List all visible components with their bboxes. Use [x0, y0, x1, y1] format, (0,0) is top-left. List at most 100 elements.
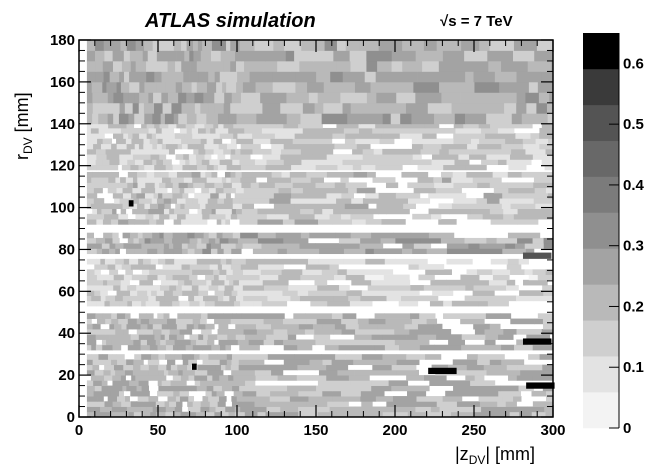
heatmap-cell: [465, 375, 476, 381]
heatmap-cell: [489, 390, 499, 397]
heatmap-cell: [451, 177, 474, 183]
heatmap-cell: [211, 40, 220, 51]
heatmap-cell: [113, 113, 120, 125]
heatmap-cell: [107, 385, 114, 392]
heatmap-cell: [183, 269, 193, 275]
heatmap-cell: [418, 264, 445, 270]
heatmap-cell: [498, 92, 517, 104]
heatmap-cell: [226, 269, 234, 275]
heatmap-cell: [388, 380, 409, 386]
heatmap-cell: [513, 40, 538, 51]
heatmap-cell: [213, 385, 223, 392]
heatmap-cell: [118, 213, 129, 220]
heatmap-cell: [482, 295, 492, 302]
heatmap-cell: [465, 285, 474, 291]
heatmap-cell: [461, 344, 483, 351]
heatmap-cell: [167, 323, 178, 330]
heatmap-cell: [413, 243, 432, 249]
heatmap-cell: [91, 148, 97, 155]
energy-annotation: √s = 7 TeV: [440, 13, 513, 30]
heatmap-cell: [118, 182, 128, 189]
heatmap-cell: [161, 133, 170, 139]
heatmap-cell: [144, 127, 149, 134]
heatmap-cell: [273, 203, 296, 210]
heatmap-cell: [545, 411, 554, 418]
heatmap-cell: [115, 264, 123, 270]
heatmap-cell: [427, 102, 440, 114]
heatmap-cell: [365, 258, 386, 265]
heatmap-cell: [106, 154, 112, 160]
heatmap-cell: [207, 375, 213, 381]
heatmap-cell: [345, 40, 360, 51]
heatmap-cell: [210, 50, 222, 62]
heatmap-cell: [216, 81, 223, 93]
heatmap-cell: [241, 50, 266, 62]
heatmap-cell: [204, 269, 214, 275]
heatmap-cell: [204, 133, 210, 139]
heatmap-cell: [182, 164, 191, 171]
heatmap-cell: [410, 232, 430, 239]
heatmap-cell: [361, 354, 383, 360]
heatmap-cell: [298, 411, 319, 418]
heatmap-cell: [333, 208, 353, 215]
heatmap-cell: [86, 318, 92, 325]
heatmap-cell: [493, 187, 509, 194]
heatmap-cell: [169, 334, 178, 340]
heatmap-cell: [106, 127, 112, 134]
heatmap-cell: [544, 406, 554, 413]
heatmap-cell: [545, 269, 554, 275]
heatmap-cell: [177, 313, 185, 319]
heatmap-cell: [134, 143, 140, 150]
heatmap-cell: [452, 171, 467, 178]
heatmap-cell: [516, 92, 526, 104]
heatmap-cell: [120, 177, 127, 183]
heatmap-cell: [332, 219, 353, 225]
heatmap-cell: [384, 344, 400, 351]
heatmap-cell: [181, 354, 191, 360]
heatmap-cell: [541, 71, 553, 83]
heatmap-cell: [299, 295, 313, 302]
heatmap-cell: [331, 380, 352, 386]
heatmap-cell: [119, 102, 126, 114]
heatmap-cell: [86, 50, 96, 62]
heatmap-cell: [121, 60, 132, 72]
heatmap-cell: [114, 334, 122, 340]
heatmap-cell: [264, 258, 280, 265]
heatmap-cell: [456, 248, 482, 255]
heatmap-cell: [119, 411, 129, 418]
heatmap-cell: [86, 406, 92, 413]
heatmap-cell: [112, 50, 120, 62]
heatmap-cell: [231, 401, 243, 407]
heatmap-cell: [401, 171, 429, 178]
heatmap-cell: [517, 219, 539, 225]
heatmap-cell: [214, 396, 220, 402]
heatmap-cell: [131, 300, 142, 307]
heatmap-cell: [162, 264, 170, 270]
heatmap-cell: [305, 339, 316, 346]
heatmap-cell: [486, 92, 499, 104]
heatmap-cell: [519, 411, 533, 418]
heatmap-cell: [189, 264, 199, 270]
heatmap-cell: [223, 122, 234, 129]
heatmap-cell: [187, 182, 194, 189]
heatmap-cell: [271, 171, 282, 178]
heatmap-cell: [112, 237, 120, 244]
heatmap-cell: [177, 213, 187, 220]
heatmap-cell: [197, 40, 203, 51]
heatmap-cell: [313, 40, 325, 51]
heatmap-cell: [430, 127, 456, 134]
heatmap-cell: [86, 198, 95, 204]
heatmap-cell: [371, 334, 383, 340]
heatmap-cell: [400, 295, 428, 302]
heatmap-cell: [246, 213, 268, 220]
heatmap-cell: [316, 318, 342, 325]
heatmap-cell: [149, 243, 160, 249]
heatmap-cell: [123, 71, 130, 83]
heatmap-cell: [451, 40, 462, 51]
heatmap-cell: [92, 243, 103, 249]
heatmap-cell: [408, 198, 431, 204]
heatmap-cell: [358, 122, 376, 129]
heatmap-cell: [503, 329, 517, 335]
heatmap-cell: [233, 285, 244, 291]
heatmap-cell: [305, 264, 330, 270]
